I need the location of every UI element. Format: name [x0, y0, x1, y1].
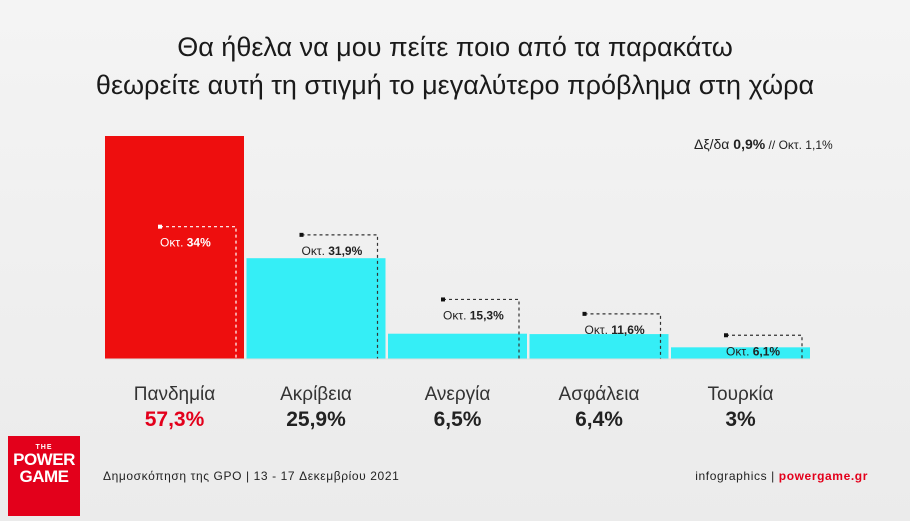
bar-5 — [671, 347, 810, 359]
prev-label-2: Οκτ. 31,9% — [302, 244, 363, 258]
value-label-2: 25,9% — [286, 408, 346, 431]
value-label-1: 57,3% — [144, 408, 205, 431]
bar-3 — [388, 333, 527, 359]
logo-the: THE — [35, 444, 53, 451]
value-label-4: 6,4% — [575, 408, 623, 431]
prev-marker-line-1 — [160, 226, 237, 359]
category-label-1: Πανδημία — [133, 384, 216, 405]
footer-source: Δημοσκόπηση της GPO | 13 - 17 Δεκεμβρίου… — [103, 469, 400, 483]
prev-label-1: Οκτ. 34% — [160, 236, 211, 250]
margin-previous: Οκτ. 1,1% — [778, 138, 833, 152]
prev-label-3: Οκτ. 15,3% — [443, 308, 504, 322]
prev-marker-dot-2 — [299, 232, 304, 237]
footer-credit: infographics | powergame.gr — [695, 469, 868, 483]
category-label-5: Τουρκία — [707, 384, 774, 405]
category-label-3: Ανεργία — [424, 384, 491, 405]
bar-2 — [246, 258, 386, 359]
bar-1 — [105, 136, 244, 359]
prev-marker-line-5 — [726, 334, 803, 359]
logo-line-2: GAME — [19, 467, 70, 486]
footer-credit-prefix: infographics | — [695, 469, 779, 483]
margin-label: Δξ/δα — [694, 136, 734, 152]
margin-of-error-note: Δξ/δα 0,9% // Οκτ. 1,1% — [694, 136, 833, 152]
category-label-2: Ακρίβεια — [280, 384, 352, 405]
prev-marker-dot-3 — [441, 297, 445, 302]
prev-marker-dot-4 — [582, 311, 587, 316]
category-label-4: Ασφάλεια — [558, 384, 640, 405]
prev-marker-dot-5 — [724, 333, 728, 338]
footer-site-link[interactable]: powergame.gr — [778, 469, 868, 483]
margin-sep: // — [765, 138, 779, 152]
prev-label-5: Οκτ. 6,1% — [726, 344, 780, 358]
prev-marker-line-3 — [443, 298, 520, 359]
chart-title: Θα ήθελα να μου πείτε ποιο από τα παρακά… — [0, 28, 910, 104]
bar-4 — [529, 334, 669, 359]
title-line-2: θεωρείτε αυτή τη στιγμή το μεγαλύτερο πρ… — [95, 70, 815, 100]
prev-label-4: Οκτ. 11,6% — [585, 323, 645, 337]
powergame-logo: THE POWER GAME — [8, 436, 80, 516]
value-label-5: 3% — [725, 408, 756, 431]
prev-marker-line-4 — [584, 313, 662, 359]
prev-marker-line-2 — [301, 234, 379, 359]
logo-line-1: POWER — [13, 450, 75, 469]
prev-marker-dot-1 — [158, 224, 162, 229]
title-line-1: Θα ήθελα να μου πείτε ποιο από τα παρακά… — [177, 32, 733, 62]
margin-current: 0,9% — [733, 136, 766, 152]
value-label-3: 6,5% — [433, 408, 482, 431]
